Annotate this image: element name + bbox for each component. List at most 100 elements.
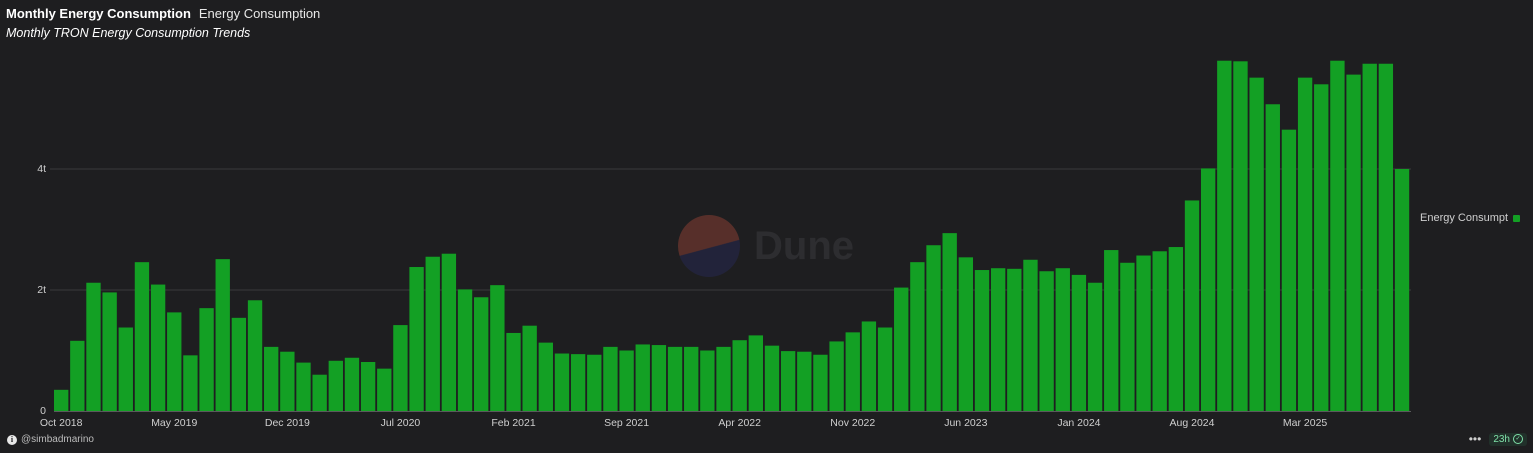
bar[interactable] (425, 256, 440, 411)
bar[interactable] (748, 335, 763, 412)
bar[interactable] (1055, 268, 1070, 411)
bar[interactable] (474, 297, 489, 411)
bar[interactable] (393, 325, 408, 411)
bar[interactable] (506, 332, 521, 411)
bar[interactable] (1394, 169, 1410, 411)
bar[interactable] (1168, 247, 1184, 411)
bar[interactable] (134, 262, 150, 411)
bar[interactable] (1023, 259, 1038, 411)
bar[interactable] (231, 317, 247, 411)
bar[interactable] (522, 325, 537, 411)
y-tick-label: 0 (40, 405, 46, 417)
bar[interactable] (1071, 274, 1087, 412)
x-tick-label: Feb 2021 (491, 417, 536, 429)
bar[interactable] (1346, 74, 1361, 412)
bar[interactable] (1007, 268, 1022, 411)
bar[interactable] (829, 341, 844, 411)
bar[interactable] (716, 346, 731, 411)
bar[interactable] (1297, 77, 1313, 412)
bar[interactable] (1136, 255, 1151, 411)
user-avatar-icon: i (7, 434, 17, 445)
bar[interactable] (1200, 168, 1216, 411)
bar[interactable] (667, 346, 683, 411)
bar[interactable] (1362, 63, 1377, 411)
bar[interactable] (1330, 60, 1345, 411)
bar[interactable] (441, 253, 457, 411)
bar[interactable] (700, 350, 715, 412)
bar[interactable] (183, 355, 198, 411)
x-tick-label: Jun 2023 (944, 417, 987, 429)
bar[interactable] (296, 362, 311, 411)
bar[interactable] (910, 262, 925, 411)
bar[interactable] (54, 389, 69, 411)
bar[interactable] (974, 270, 990, 411)
bar[interactable] (264, 346, 279, 411)
bar[interactable] (377, 368, 392, 411)
bar[interactable] (457, 289, 473, 411)
bar[interactable] (797, 351, 812, 411)
bar[interactable] (554, 353, 570, 411)
bar[interactable] (86, 282, 101, 411)
legend[interactable]: Energy Consumpt (1420, 212, 1521, 224)
bar[interactable] (603, 346, 618, 411)
author-attribution[interactable]: i @simbadmarino (7, 434, 94, 445)
bar[interactable] (780, 351, 796, 411)
chart-subtitle: Monthly TRON Energy Consumption Trends (6, 26, 251, 40)
bar[interactable] (215, 259, 230, 411)
bar[interactable] (942, 233, 957, 411)
bar[interactable] (894, 287, 909, 411)
bar[interactable] (312, 374, 327, 411)
bar[interactable] (764, 345, 780, 411)
bar[interactable] (199, 308, 214, 411)
bar[interactable] (1120, 262, 1135, 411)
x-tick-label: Nov 2022 (830, 417, 875, 429)
bar[interactable] (1233, 61, 1248, 412)
bar[interactable] (538, 342, 553, 411)
watermark-text: Dune (754, 223, 854, 268)
bar[interactable] (684, 346, 699, 411)
bar[interactable] (360, 362, 376, 412)
bar[interactable] (845, 332, 860, 411)
bar[interactable] (118, 327, 133, 411)
bar[interactable] (1152, 251, 1167, 411)
bar[interactable] (280, 351, 295, 411)
bar[interactable] (813, 354, 828, 412)
legend-swatch (1513, 214, 1521, 222)
bar[interactable] (1378, 63, 1394, 411)
bar[interactable] (1249, 77, 1264, 412)
bar[interactable] (619, 350, 634, 412)
bar[interactable] (1087, 282, 1103, 411)
bar[interactable] (328, 360, 343, 411)
bar[interactable] (490, 285, 505, 411)
bar[interactable] (1314, 84, 1329, 412)
bar[interactable] (1039, 271, 1054, 411)
bar[interactable] (70, 340, 85, 411)
bar[interactable] (150, 284, 166, 411)
bar[interactable] (926, 245, 941, 411)
tab-energy-consumption[interactable]: Energy Consumption (198, 6, 321, 21)
bar[interactable] (1184, 200, 1200, 411)
bar[interactable] (247, 300, 263, 411)
bar[interactable] (167, 312, 182, 411)
bar[interactable] (587, 354, 602, 412)
x-tick-label: Jul 2020 (381, 417, 421, 429)
bar[interactable] (1217, 60, 1232, 411)
bar[interactable] (1265, 104, 1280, 411)
bar[interactable] (635, 344, 650, 411)
bar[interactable] (570, 354, 586, 411)
bar[interactable] (344, 357, 360, 411)
bar[interactable] (409, 267, 424, 411)
bar[interactable] (651, 345, 667, 412)
bar[interactable] (958, 257, 974, 411)
bar[interactable] (102, 292, 117, 411)
bar[interactable] (1281, 129, 1297, 412)
bar[interactable] (877, 327, 893, 411)
bar[interactable] (732, 340, 747, 411)
bar[interactable] (990, 268, 1006, 411)
bar[interactable] (861, 321, 877, 411)
bar[interactable] (1104, 250, 1119, 411)
refresh-status-badge[interactable]: 23h ✓ (1489, 432, 1527, 446)
more-dots-icon[interactable]: ••• (1468, 432, 1482, 446)
x-tick-label: Dec 2019 (265, 417, 310, 429)
